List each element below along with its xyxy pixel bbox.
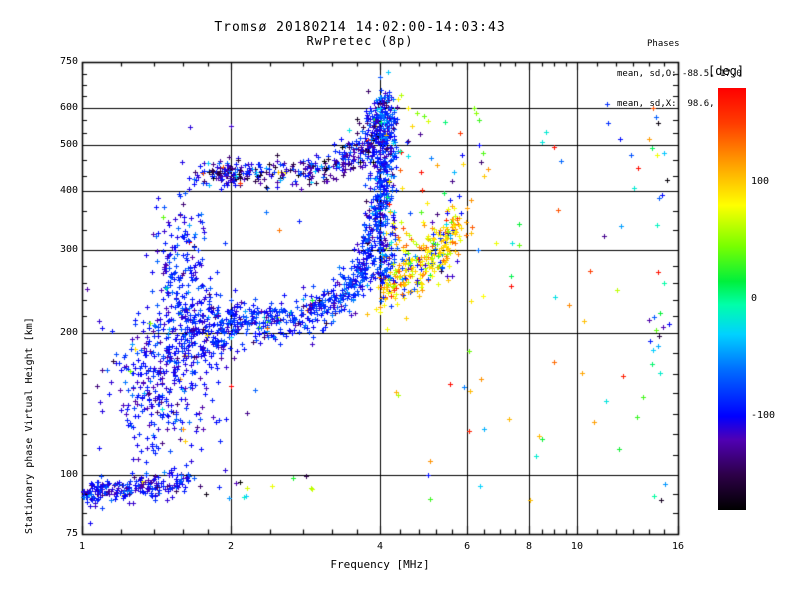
y-tick-label: 75 xyxy=(65,528,78,539)
y-axis-label: Stationary phase Virtual Height [km] xyxy=(24,317,35,534)
colorbar-tick-label: 100 xyxy=(751,175,770,187)
colorbar-unit-label: [deg] xyxy=(708,64,745,78)
colorbar-tick-label: -100 xyxy=(751,410,776,422)
y-tick-label: 200 xyxy=(59,326,78,338)
plot-subtitle: RwPretec (8p) xyxy=(306,34,414,48)
colorbar xyxy=(718,88,746,510)
y-tick-label: 600 xyxy=(59,101,78,113)
phase-mean-sd-o: mean, sd,O: -88.5, 17.0 xyxy=(617,69,742,79)
y-tick-label: 300 xyxy=(59,243,78,255)
x-tick-label: 6 xyxy=(464,541,471,552)
plot-title: Tromsø 20180214 14:02:00-14:03:43 xyxy=(214,20,506,35)
x-tick-label: 10 xyxy=(570,541,583,552)
x-tick-label: 8 xyxy=(525,541,533,552)
y-tick-label: 400 xyxy=(59,184,78,196)
y-tick-label: 500 xyxy=(59,139,78,151)
y-tick-label: 100 xyxy=(59,469,78,481)
phase-annotation-title: Phases xyxy=(647,39,680,49)
x-tick-label: 4 xyxy=(376,541,384,552)
x-tick-label: 1 xyxy=(78,541,86,552)
colorbar-tick-label: 0 xyxy=(751,293,758,304)
y-tick-label: 750 xyxy=(59,56,78,67)
x-axis-label: Frequency [MHz] xyxy=(330,558,430,571)
x-tick-label: 16 xyxy=(671,541,685,552)
x-tick-label: 2 xyxy=(227,541,235,552)
